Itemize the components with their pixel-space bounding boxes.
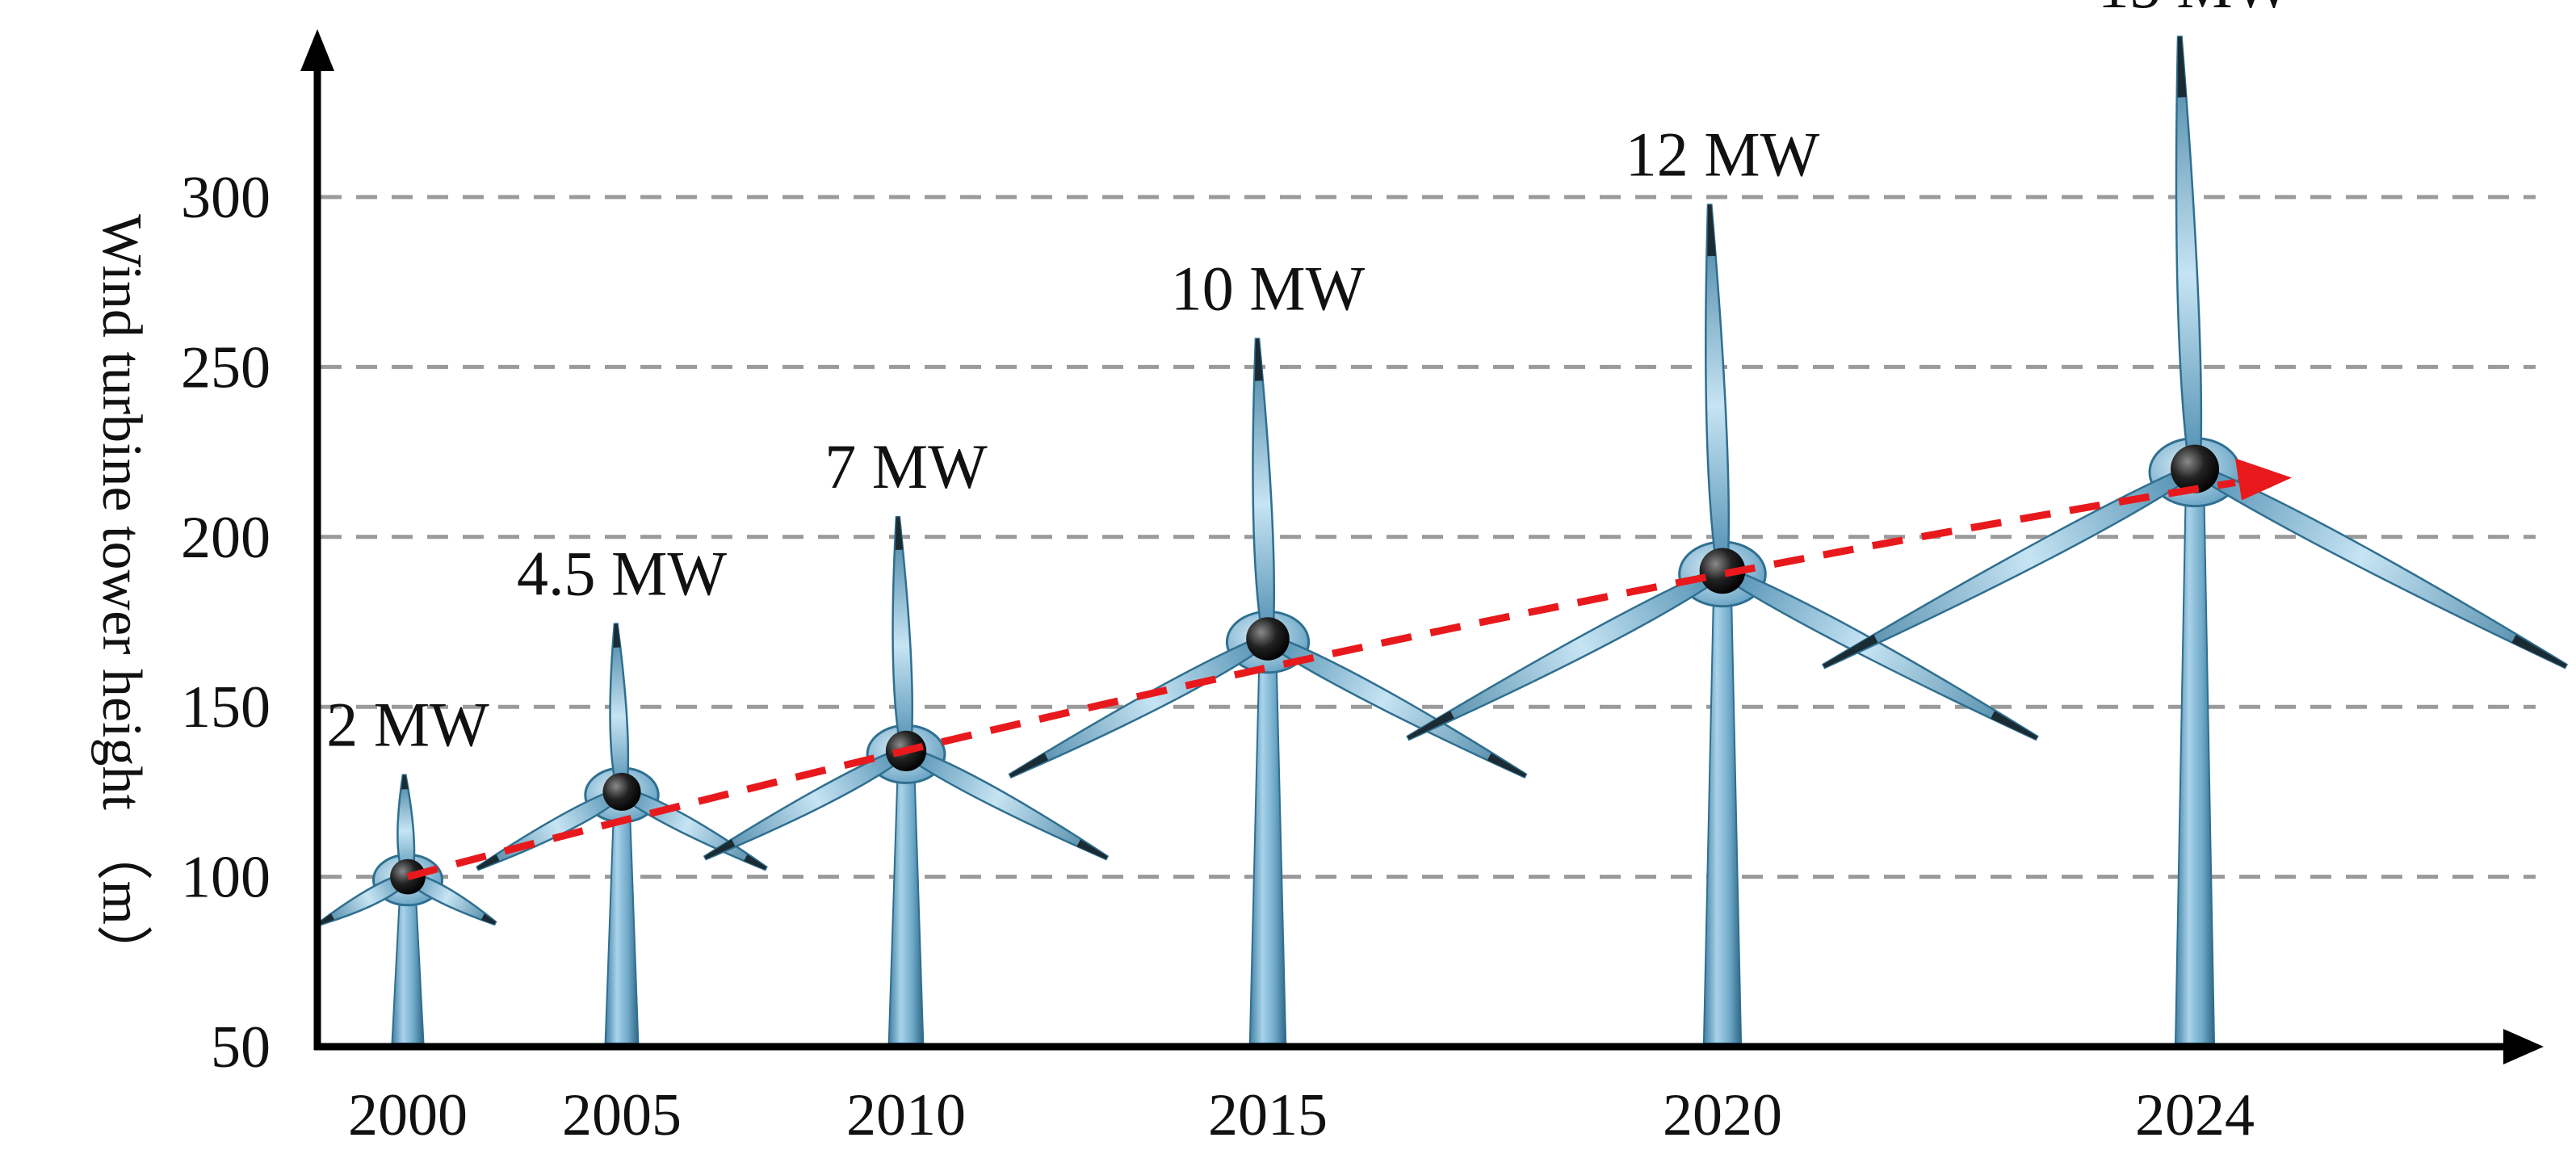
blade-tip: [613, 623, 621, 648]
capacity-label: 7 MW: [824, 431, 988, 502]
blade-body: [902, 745, 1110, 861]
blade-tip: [1487, 753, 1526, 778]
blade-body: [1264, 633, 1528, 779]
turbine-blade: [1406, 565, 1726, 741]
capacity-label: 12 MW: [1626, 119, 1820, 189]
blade-tip: [476, 854, 500, 870]
blade-body: [892, 515, 914, 753]
turbine-2015: 10 MW: [1008, 253, 1528, 1044]
y-axis-arrow: [300, 29, 334, 71]
turbine-blade: [703, 745, 910, 861]
turbine-blade: [1718, 565, 2039, 741]
turbine-tower: [604, 791, 640, 1044]
turbine-tower: [887, 749, 925, 1044]
y-tick-label: 250: [181, 334, 271, 401]
turbines: 2 MW 2000 4.5 MW 2005 7 MW 2010 10 MW 2015 12 MW…: [318, 0, 2569, 1148]
blade-body: [703, 745, 910, 861]
turbine-hub: [1699, 548, 1746, 594]
blade-tip: [1407, 710, 1454, 740]
turbine-blade: [1821, 463, 2199, 670]
x-tick-label: 2024: [2135, 1082, 2255, 1148]
x-tick-label: 2000: [348, 1082, 468, 1148]
x-tick-label: 2005: [562, 1082, 682, 1148]
turbine-blade: [609, 623, 630, 793]
capacity-label: 2 MW: [326, 690, 489, 760]
y-axis-label: Wind turbine tower height （m）: [90, 214, 153, 981]
blade-tip: [1707, 204, 1716, 257]
turbine-2000: 2 MW: [318, 690, 497, 1044]
blade-tip: [1076, 839, 1108, 859]
blade-body: [2191, 463, 2569, 670]
blade-body: [396, 774, 416, 879]
turbine-blade: [2175, 36, 2203, 471]
blade-tip: [401, 775, 409, 790]
blade-body: [609, 623, 630, 793]
blade-tip: [895, 517, 904, 550]
turbine-tower: [1702, 569, 1743, 1044]
turbine-tower: [1248, 638, 1287, 1044]
y-tick-label: 200: [181, 505, 271, 571]
turbine-hub: [2171, 444, 2219, 493]
blade-tip: [2177, 36, 2187, 98]
turbine-blade: [1252, 338, 1275, 640]
turbine-2010: 7 MW: [703, 431, 1110, 1044]
turbine-hub: [1246, 617, 1290, 661]
turbine-blade: [1008, 633, 1272, 779]
y-tick-label: 50: [211, 1014, 271, 1081]
y-tick-label: 100: [181, 845, 271, 911]
x-tick-label: 2020: [1663, 1082, 1782, 1148]
blade-tip: [1991, 711, 2038, 740]
turbine-hub: [602, 772, 641, 811]
blade-body: [2175, 36, 2203, 471]
trend-line-group: [406, 458, 2292, 880]
turbine-blade: [396, 774, 416, 879]
blade-tip: [1009, 753, 1049, 778]
blade-tip: [320, 913, 335, 925]
blade-tip: [704, 839, 736, 859]
turbine-blade: [902, 745, 1110, 861]
capacity-label: 15 MW: [2098, 0, 2293, 21]
blade-body: [1705, 204, 1731, 573]
y-axis-ticks: 50 100 150 200 250 300: [181, 165, 271, 1081]
x-tick-label: 2015: [1208, 1082, 1328, 1148]
grid-lines: [321, 195, 2536, 879]
turbine-blade: [1264, 633, 1528, 779]
turbine-2020: 12 MW: [1406, 119, 2039, 1044]
blade-tip: [744, 854, 767, 870]
capacity-label: 10 MW: [1171, 253, 1366, 323]
blade-tip: [480, 913, 496, 925]
blade-tip: [1823, 634, 1878, 668]
turbine-2024: 15 MW: [1821, 0, 2569, 1044]
turbine-blade: [404, 871, 497, 926]
blade-body: [404, 871, 497, 926]
blade-tip: [1254, 338, 1264, 381]
y-tick-label: 300: [181, 165, 271, 231]
trend-arrowhead: [2235, 458, 2292, 501]
turbine-blade: [892, 515, 914, 753]
blade-body: [476, 787, 626, 871]
blade-body: [1718, 565, 2039, 741]
turbine-blade: [2191, 463, 2569, 670]
blade-body: [1406, 565, 1726, 741]
turbine-tower: [2174, 468, 2216, 1044]
x-axis-arrow: [2503, 1029, 2544, 1064]
turbine-blade: [1705, 204, 1731, 573]
y-tick-label: 150: [181, 674, 271, 741]
axes: [300, 29, 2544, 1064]
blade-tip: [2511, 634, 2567, 668]
capacity-label: 4.5 MW: [517, 539, 727, 609]
blade-body: [1821, 463, 2199, 670]
blade-body: [1252, 338, 1275, 640]
turbine-blade: [476, 787, 626, 871]
blade-body: [1008, 633, 1272, 779]
x-tick-label: 2010: [846, 1082, 966, 1148]
